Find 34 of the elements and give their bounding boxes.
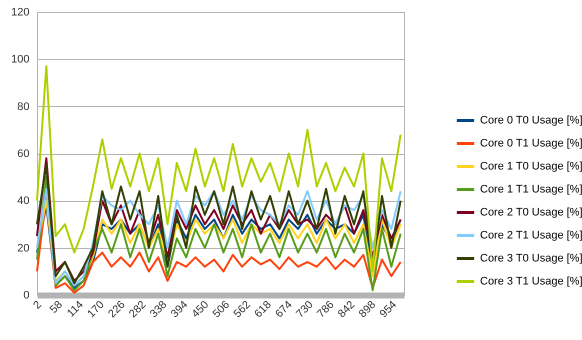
legend-label: Core 1 T0 Usage [%] [480, 160, 582, 172]
legend-label: Core 3 T1 Usage [%] [480, 276, 582, 288]
legend-label: Core 1 T1 Usage [%] [480, 184, 582, 196]
x-tick-label: 674 [273, 298, 295, 320]
x-tick-label: 170 [85, 298, 107, 320]
y-tick-label: 40 [17, 195, 30, 208]
x-tick-label: 338 [148, 298, 170, 320]
legend-label: Core 0 T0 Usage [%] [480, 114, 582, 126]
x-tick-label: 58 [48, 298, 65, 316]
legend-label: Core 3 T0 Usage [%] [480, 252, 582, 264]
x-tick-label: 506 [210, 298, 232, 320]
y-tick-label: 0 [23, 290, 30, 302]
legend-label: Core 2 T1 Usage [%] [480, 230, 582, 242]
x-tick-label: 226 [106, 298, 128, 320]
legend-label: Core 2 T0 Usage [%] [480, 206, 582, 218]
x-tick-label: 562 [231, 298, 253, 320]
x-tick-label: 450 [190, 298, 212, 320]
x-tick-label: 114 [64, 298, 86, 320]
line-series [36, 65, 402, 272]
y-tick-label: 120 [11, 6, 30, 18]
x-tick-label: 898 [356, 298, 378, 320]
y-tick-label: 60 [17, 148, 30, 160]
y-tick-label: 80 [17, 100, 30, 113]
x-tick-label: 2 [31, 298, 44, 312]
y-tick-label: 20 [17, 242, 30, 254]
x-tick-label: 730 [294, 298, 316, 320]
x-tick-label: 394 [168, 298, 190, 320]
x-tick-label: 282 [127, 298, 148, 320]
legend-label: Core 0 T1 Usage [%] [480, 138, 582, 150]
y-tick-label: 100 [11, 54, 30, 66]
x-tick-label: 954 [378, 298, 400, 320]
x-tick-label: 842 [336, 298, 358, 320]
x-tick-label: 786 [315, 298, 336, 320]
x-tick-label: 618 [252, 298, 274, 320]
